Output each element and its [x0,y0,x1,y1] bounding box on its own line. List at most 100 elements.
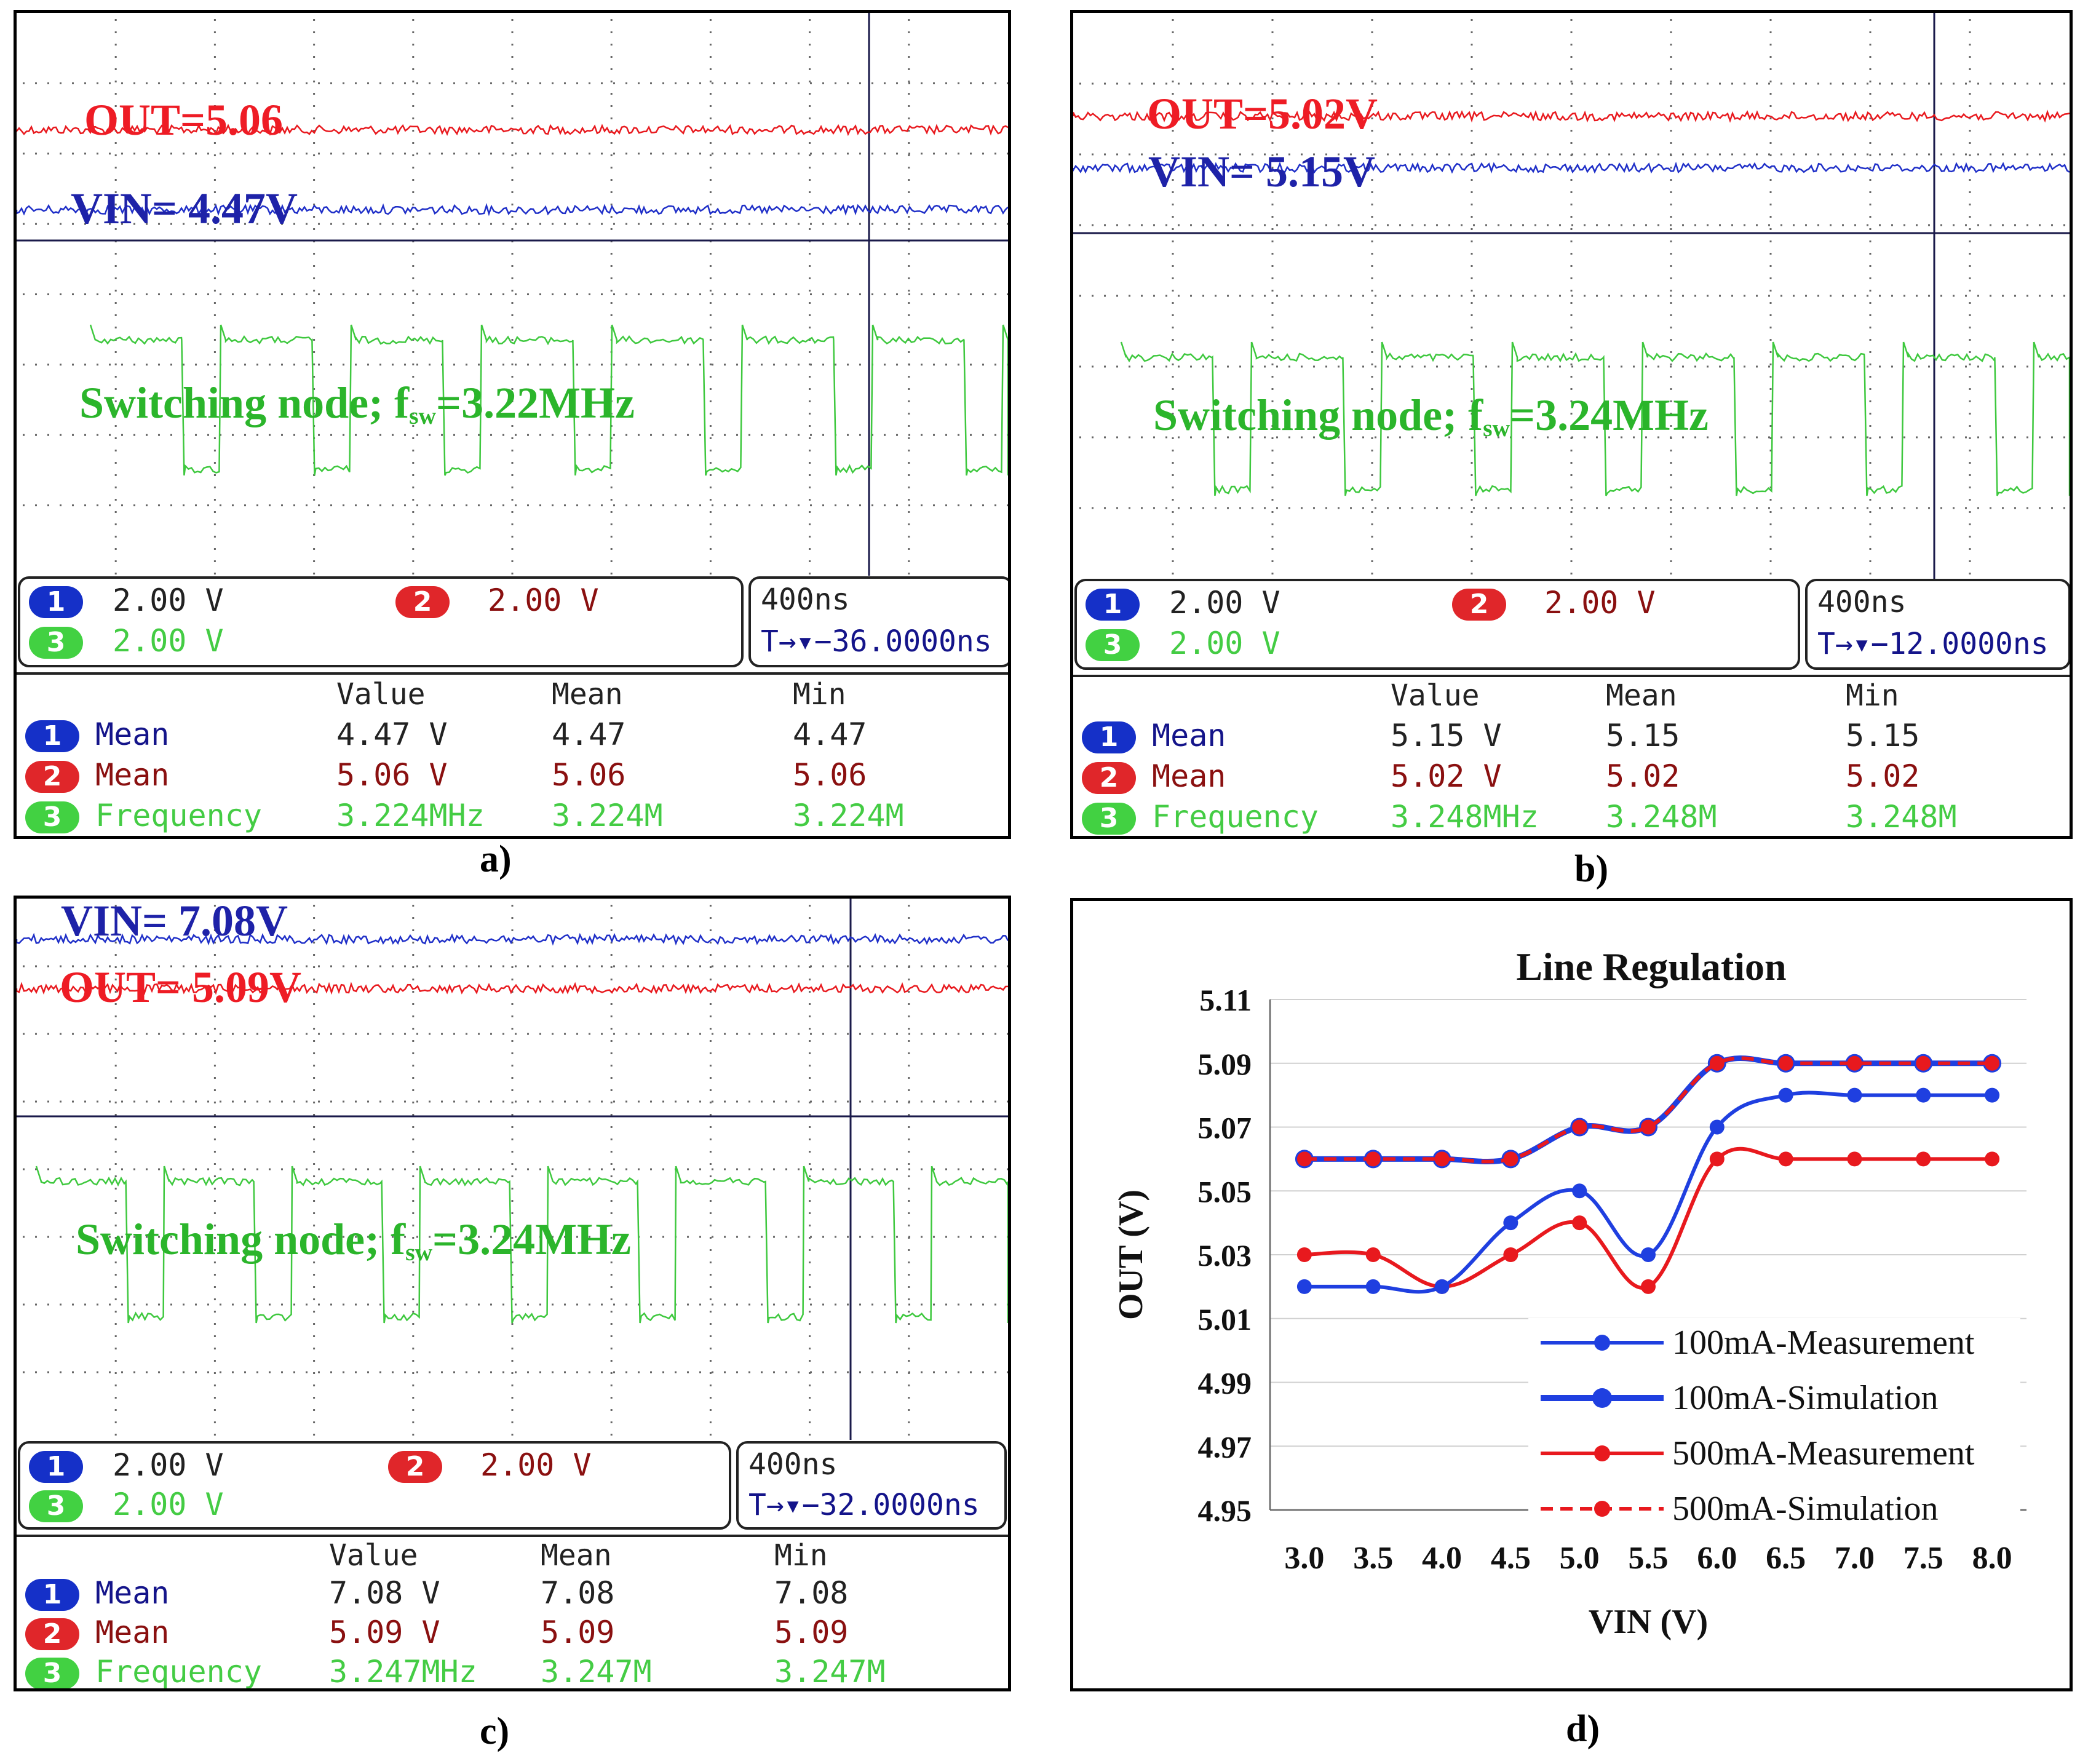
meas-row-3-name: Frequency [1152,799,1319,835]
grid-dot [709,1225,712,1226]
grid-dot [412,314,415,316]
grid-dot [712,504,713,507]
grid-dot [921,364,923,366]
grid-dot [1371,19,1373,21]
grid-dot [699,504,701,507]
grid-dot [638,1303,640,1306]
grid-dot [429,1236,431,1238]
grid-dot [610,68,613,70]
grid-dot [809,1372,811,1374]
grid-dot [1780,224,1782,226]
grid-dot [343,223,344,225]
grid-dot [1079,436,1081,439]
grid-dot [945,1100,947,1103]
grid-dot [1694,295,1696,297]
y-tick-label: 5.05 [1198,1174,1252,1209]
grid-dot [539,1371,541,1373]
grid-dot [1411,224,1413,226]
grid-dot [313,388,316,390]
grid-dot [213,1052,216,1054]
grid-dot [610,1015,613,1017]
grid-dot [429,1100,431,1103]
grid-dot [1371,523,1373,525]
grid-dot [1424,224,1426,226]
y-tick-label: 4.95 [1198,1493,1252,1528]
grid-dot [1869,327,1872,328]
grid-dot [1731,436,1733,439]
grid-dot [650,364,652,366]
grid-dot [466,293,467,295]
grid-dot [313,93,316,95]
grid-dot [355,153,357,155]
grid-dot [1670,560,1672,562]
grid-dot [773,293,775,295]
meas-row-3-badge: 3 [25,1658,79,1688]
grid-dot [412,216,415,218]
grid-dot [313,942,316,944]
grid-dot [97,82,98,84]
grid-dot [412,204,415,205]
grid-dot [809,1323,811,1325]
meas-row-3-mean: 3.248M [1606,799,1717,835]
grid-dot [23,1303,25,1306]
legend-label: 500mA-Measurement [1672,1434,1975,1472]
grid-dot [576,1371,578,1373]
grid-dot [416,364,418,366]
grid-dot [539,223,541,225]
grid-dot [1670,302,1672,304]
grid-dot [114,462,117,464]
grid-dot [511,290,514,292]
grid-dot [1969,523,1971,525]
grid-dot [908,44,910,46]
grid-dot [1079,295,1081,297]
meas-row-2-min: 5.09 [774,1615,849,1650]
grid-dot [133,293,135,295]
grid-dot [884,293,886,295]
grid-dot [1744,507,1745,509]
grid-dot [699,1236,701,1238]
grid-dot [610,302,613,304]
out-voltage-label: OUT=5.02V [1147,89,1378,138]
grid-dot [1190,507,1192,509]
grid-dot [114,487,117,488]
timebase-box: 400ns T→▾−32.0000ns [736,1441,1007,1530]
grid-dot [343,504,344,507]
grid-dot [859,223,861,225]
grid-dot [416,504,418,507]
grid-dot [232,1303,234,1306]
grid-dot [213,105,216,107]
grid-dot [709,1434,712,1436]
grid-dot [1079,224,1081,226]
meas-row-2-min: 5.06 [793,757,867,793]
grid-dot [601,1033,603,1035]
grid-dot [502,364,504,366]
grid-dot [511,905,514,907]
grid-dot [809,117,811,119]
scope-grid [1079,19,2065,574]
grid-dot [638,434,640,436]
grid-dot [1969,511,1971,513]
grid-dot [114,474,117,476]
grid-dot [908,1335,910,1337]
grid-dot [908,1163,910,1165]
grid-dot [1769,191,1772,193]
grid-dot [114,450,117,451]
channel-1-badge: 1 [1086,589,1140,621]
grid-dot [318,1303,320,1306]
grid-dot [748,1236,750,1238]
grid-dot [72,1033,74,1035]
grid-dot [1534,153,1536,156]
grid-dot [613,82,615,84]
grid-dot [625,1303,627,1306]
grid-dot [412,1397,415,1399]
grid-dot [109,1371,111,1373]
grid-dot [809,979,811,980]
grid-dot [1969,290,1971,292]
grid-dot [539,1236,541,1238]
grid-dot [1854,365,1856,368]
grid-dot [1869,462,1872,464]
grid-dot [313,290,316,292]
grid-dot [511,1052,514,1054]
grid-dot [1313,82,1315,85]
grid-dot [213,979,216,980]
